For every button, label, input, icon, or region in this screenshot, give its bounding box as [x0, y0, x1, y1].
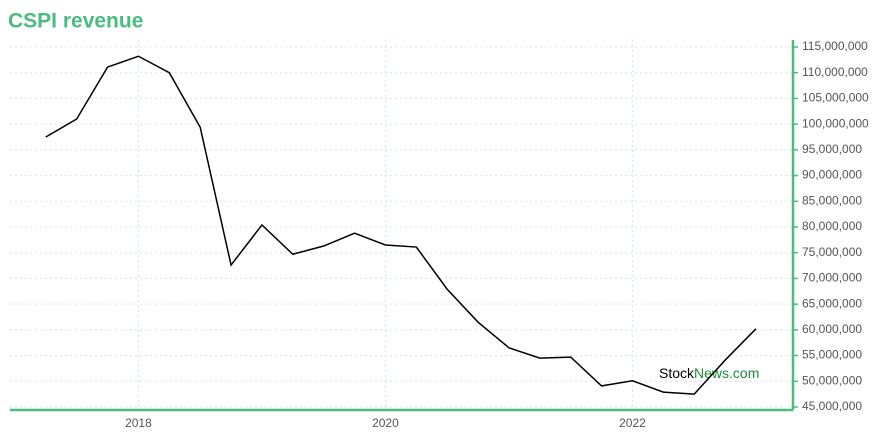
watermark-part: Stock — [659, 365, 695, 381]
y-tick-label: 70,000,000 — [802, 271, 862, 285]
y-tick-label: 95,000,000 — [802, 142, 862, 156]
y-tick-label: 50,000,000 — [802, 373, 862, 387]
y-tick-label: 115,000,000 — [802, 39, 868, 53]
watermark: StockNews.com — [659, 365, 759, 381]
y-tick-label: 55,000,000 — [802, 348, 862, 362]
watermark-part: News — [694, 365, 729, 381]
y-tick-label: 80,000,000 — [802, 219, 862, 233]
y-tick-label: 60,000,000 — [802, 322, 862, 336]
y-tick-label: 100,000,000 — [802, 116, 869, 130]
y-tick-label: 45,000,000 — [802, 399, 862, 413]
x-tick-label: 2022 — [619, 416, 646, 430]
y-tick-label: 75,000,000 — [802, 245, 862, 259]
y-tick-label: 90,000,000 — [802, 168, 862, 182]
y-tick-label: 110,000,000 — [802, 65, 868, 79]
watermark-part: .com — [729, 365, 759, 381]
line-series — [45, 55, 757, 395]
y-tick-label: 85,000,000 — [802, 193, 862, 207]
x-tick-label: 2018 — [125, 416, 152, 430]
x-tick-label: 2020 — [372, 416, 399, 430]
y-tick-label: 105,000,000 — [802, 91, 869, 105]
chart-title: CSPI revenue — [8, 10, 143, 33]
y-tick-label: 65,000,000 — [802, 296, 862, 310]
